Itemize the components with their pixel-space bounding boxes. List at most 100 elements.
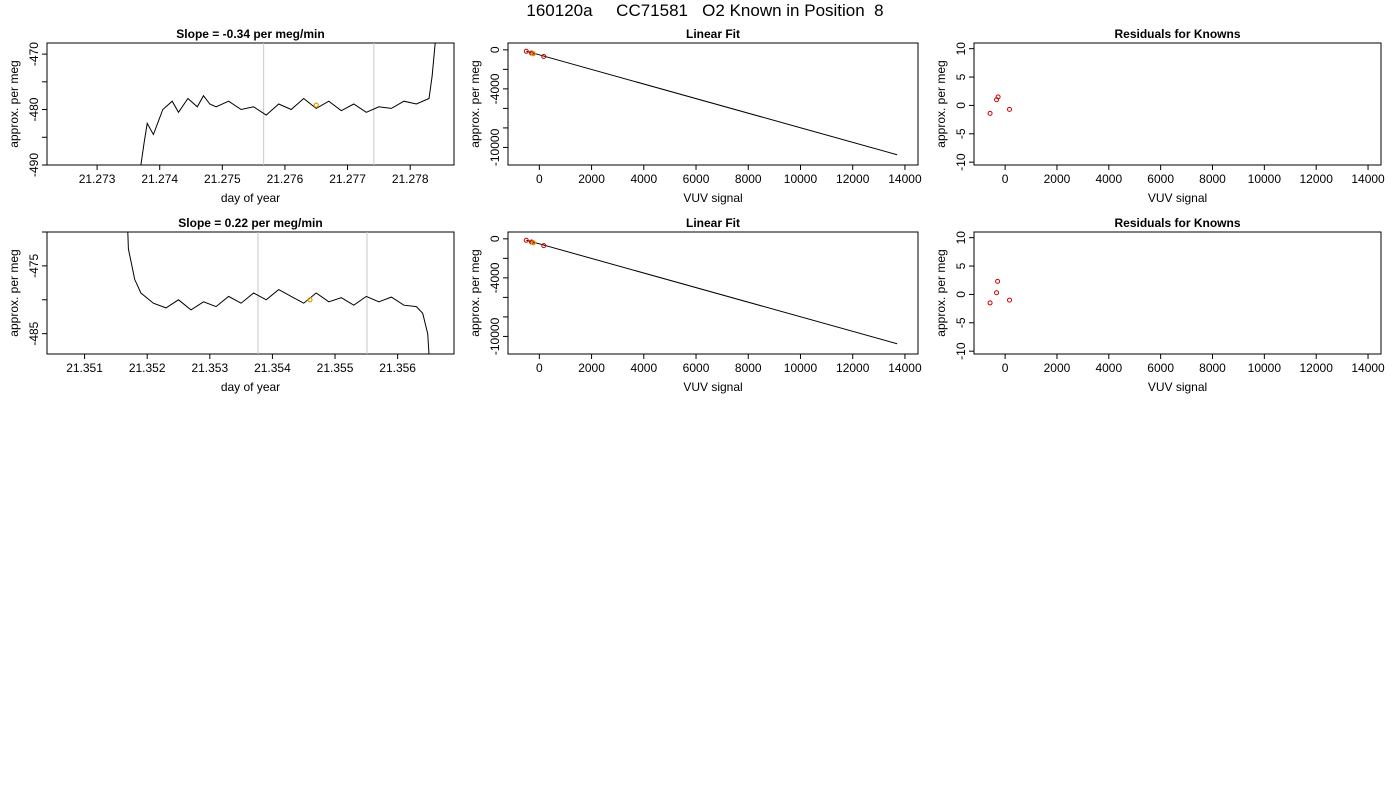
sample-marker: [313, 102, 319, 108]
x-tick-label: 14000: [1351, 361, 1385, 375]
known-point: [987, 110, 993, 116]
y-axis: -470 -480 -490: [27, 42, 47, 177]
chart-panel-p2: Linear Fit 0 2000 4000 6000 8000 10000 12000 140…: [468, 27, 922, 205]
y-tick-label: -480: [27, 97, 41, 121]
chart-title: Slope = 0.22 per meg/min: [178, 216, 322, 230]
x-tick-label: 21.276: [267, 172, 304, 186]
plot-area: [523, 48, 898, 156]
y-tick-label: 10: [954, 231, 968, 245]
plot-frame: [46, 231, 455, 355]
y-tick-label: 0: [488, 46, 502, 53]
x-axis-label: VUV signal: [683, 380, 742, 394]
chart-title: Residuals for Knowns: [1114, 27, 1240, 41]
x-tick-label: 4000: [630, 172, 657, 186]
x-tick-label: 21.355: [317, 361, 354, 375]
x-tick-label: 21.275: [204, 172, 241, 186]
x-tick-label: 10000: [1248, 172, 1282, 186]
x-tick-label: 10000: [1248, 361, 1282, 375]
x-tick-label: 6000: [1147, 361, 1174, 375]
x-tick-label: 14000: [888, 172, 922, 186]
known-point: [1007, 297, 1013, 303]
x-tick-label: 21.273: [79, 172, 116, 186]
plot-frame: [973, 231, 1382, 355]
x-tick-label: 14000: [888, 361, 922, 375]
x-tick-label: 8000: [735, 172, 762, 186]
y-tick-label: -10: [954, 153, 968, 171]
known-point: [523, 48, 529, 54]
y-axis-label: approx. per meg: [468, 249, 482, 336]
y-tick-label: 5: [954, 262, 968, 269]
known-point: [995, 278, 1001, 284]
y-tick-label: -470: [27, 42, 41, 66]
plot-area: [523, 237, 898, 345]
y-axis: 0 -4000 -10000: [488, 46, 508, 166]
x-tick-label: 8000: [735, 361, 762, 375]
y-axis-label: approx. per meg: [468, 60, 482, 147]
x-tick-label: 6000: [683, 361, 710, 375]
series-line: [127, 232, 430, 354]
chart-title: Linear Fit: [686, 216, 740, 230]
x-tick-label: 6000: [1147, 172, 1174, 186]
y-tick-label: -10000: [488, 128, 502, 166]
x-tick-label: 21.278: [392, 172, 429, 186]
x-tick-label: 21.354: [254, 361, 291, 375]
x-tick-label: 12000: [836, 172, 870, 186]
y-tick-label: 0: [954, 102, 968, 109]
plot-area: [127, 232, 430, 354]
x-axis-label: day of year: [221, 380, 280, 394]
fit-line: [526, 50, 898, 156]
x-axis-label: VUV signal: [683, 191, 742, 205]
sample-marker: [307, 297, 313, 303]
x-tick-label: 21.277: [329, 172, 366, 186]
y-axis-label: approx. per meg: [7, 249, 21, 336]
y-tick-label: 5: [954, 73, 968, 80]
x-axis: 0 2000 4000 6000 8000 10000 12000 14000: [1002, 165, 1385, 186]
y-tick-label: -4000: [488, 73, 502, 104]
x-tick-label: 21.352: [129, 361, 166, 375]
y-axis: 0 -4000 -10000: [488, 235, 508, 355]
x-axis: 0 2000 4000 6000 8000 10000 12000 14000: [536, 165, 922, 186]
known-point: [995, 94, 1001, 100]
plot-frame: [507, 231, 919, 355]
y-tick-label: -5: [954, 317, 968, 328]
y-tick-label: -5: [954, 128, 968, 139]
y-tick-label: -475: [27, 254, 41, 278]
plot-area: [140, 43, 436, 165]
chart-panel-p5: Linear Fit 0 2000 4000 6000 8000 10000 12000 140…: [468, 216, 922, 394]
x-axis-label: day of year: [221, 191, 280, 205]
x-tick-label: 6000: [683, 172, 710, 186]
y-tick-label: -485: [27, 321, 41, 345]
plot-frame: [973, 42, 1382, 166]
x-tick-label: 12000: [836, 361, 870, 375]
y-axis-label: approx. per meg: [934, 249, 948, 336]
x-tick-label: 10000: [784, 361, 818, 375]
y-tick-label: 0: [488, 235, 502, 242]
x-tick-label: 2000: [578, 361, 605, 375]
known-point: [987, 300, 993, 306]
y-axis: 10 5 0 -5 -10: [954, 231, 974, 360]
sample-marker: [530, 51, 536, 57]
x-tick-label: 8000: [1199, 361, 1226, 375]
known-point: [541, 53, 547, 59]
fit-line: [526, 239, 898, 345]
chart-title: Slope = -0.34 per meg/min: [176, 27, 324, 41]
y-axis-label: approx. per meg: [7, 60, 21, 147]
x-tick-label: 21.353: [191, 361, 228, 375]
x-tick-label: 2000: [1044, 361, 1071, 375]
plot-frame: [46, 42, 455, 166]
plot-area: [987, 94, 1013, 116]
x-axis: 21.273 21.274 21.275 21.276 21.277 21.278: [79, 165, 429, 186]
x-tick-label: 12000: [1300, 361, 1334, 375]
x-tick-label: 14000: [1351, 172, 1385, 186]
x-tick-label: 12000: [1300, 172, 1334, 186]
y-axis-label: approx. per meg: [934, 60, 948, 147]
y-axis: -475 -485: [27, 231, 47, 346]
x-axis-label: VUV signal: [1148, 380, 1207, 394]
x-axis-label: VUV signal: [1148, 191, 1207, 205]
known-point: [994, 290, 1000, 296]
sample-marker: [530, 240, 536, 246]
